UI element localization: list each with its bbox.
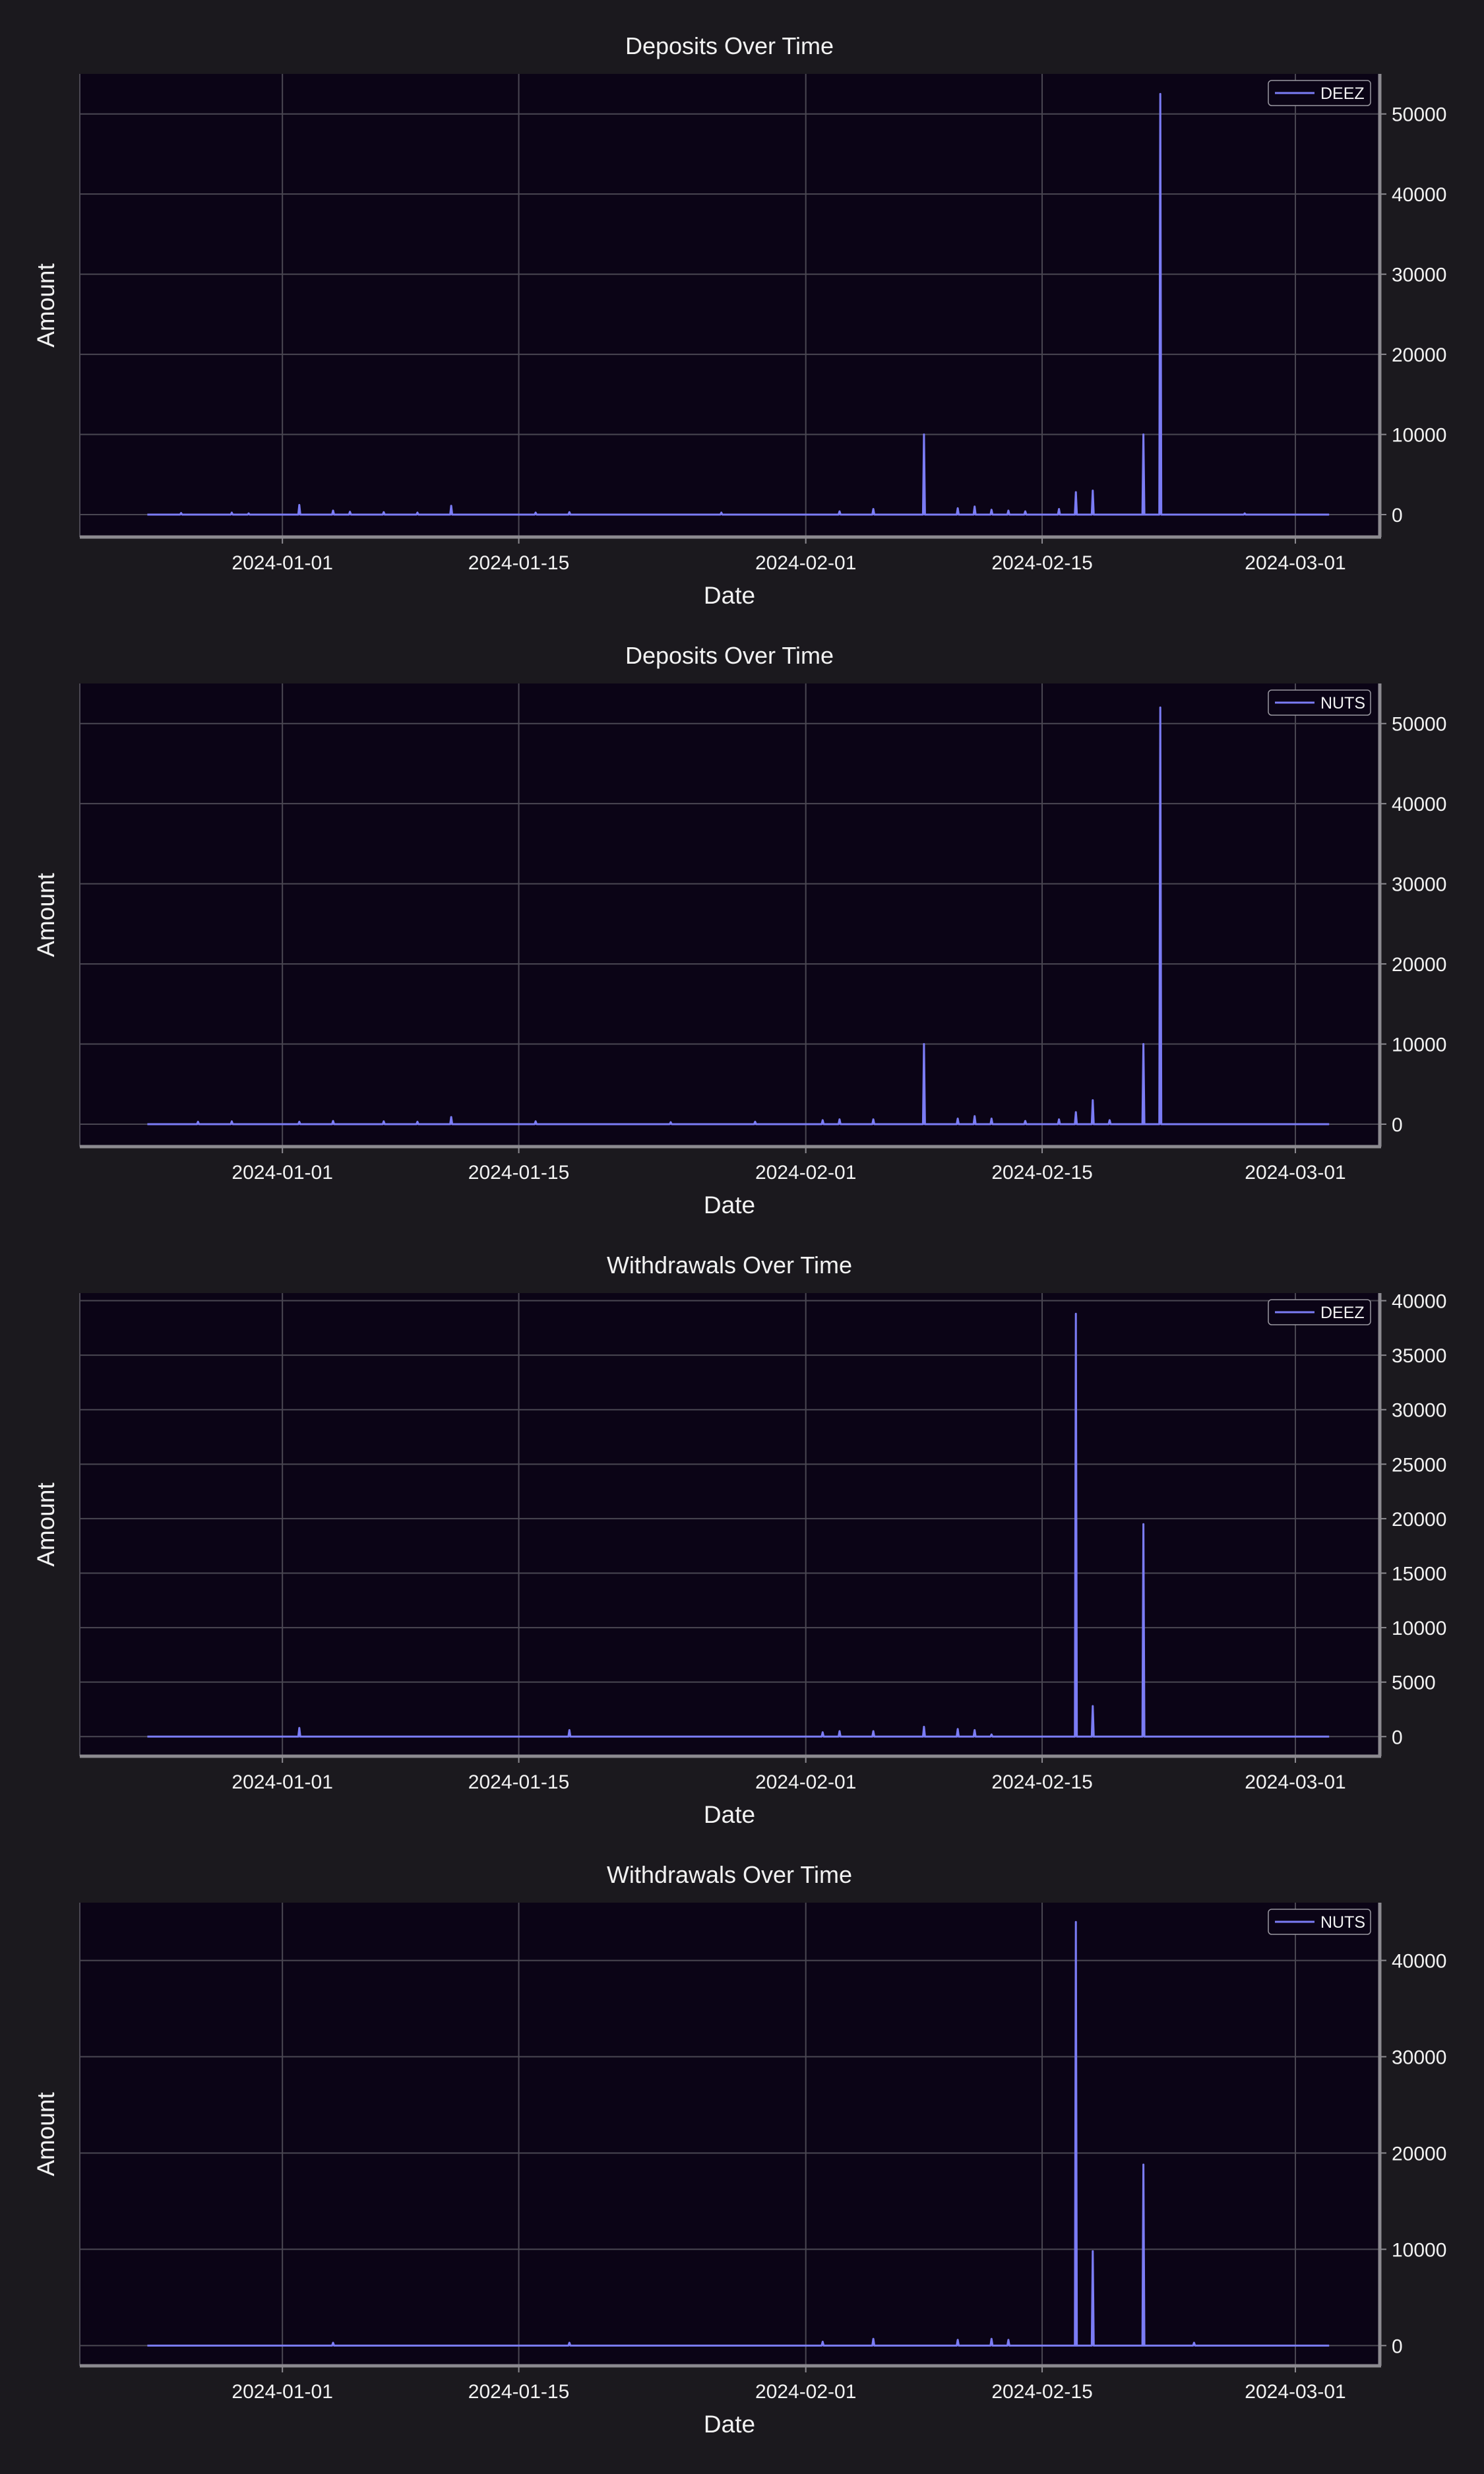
- x-tick-label: 2024-01-15: [468, 1162, 569, 1184]
- plot-area: [80, 1903, 1380, 2366]
- chart-title: Deposits Over Time: [625, 32, 834, 59]
- legend: NUTS: [1268, 1909, 1371, 1935]
- legend-box: [1268, 1299, 1371, 1325]
- legend-box: [1268, 80, 1371, 106]
- y-tick-label: 0: [1392, 505, 1403, 526]
- x-tick-label: 2024-01-01: [232, 552, 332, 574]
- plot-area: [80, 1293, 1380, 1756]
- y-tick-label: 30000: [1392, 874, 1446, 896]
- legend-label: NUTS: [1320, 694, 1365, 713]
- legend: DEEZ: [1268, 80, 1371, 106]
- y-tick-label: 10000: [1392, 1618, 1446, 1639]
- x-tick-label: 2024-02-01: [755, 552, 856, 574]
- x-tick-label: 2024-03-01: [1245, 2381, 1345, 2403]
- chart-panels: 2024-01-01 2024-01-15 2024-02-01 2024-02-15…: [32, 32, 1446, 2438]
- y-tick-label: 50000: [1392, 104, 1446, 126]
- plot-area: [80, 74, 1380, 537]
- y-tick-label: 25000: [1392, 1454, 1446, 1476]
- chart-title: Withdrawals Over Time: [607, 1252, 852, 1279]
- y-tick-label: 40000: [1392, 794, 1446, 815]
- x-axis-label: Date: [704, 1191, 755, 1219]
- y-axis-label: Amount: [32, 263, 59, 348]
- x-tick-label: 2024-03-01: [1245, 552, 1345, 574]
- y-tick-label: 20000: [1392, 2143, 1446, 2165]
- legend-box: [1268, 689, 1371, 716]
- series-line-nuts: [147, 706, 1330, 1126]
- chart-panel-4: 2024-01-01 2024-01-15 2024-02-01 2024-02-15…: [32, 1861, 1446, 2438]
- series-line-deez: [147, 1312, 1330, 1738]
- x-tick-label: 2024-02-15: [991, 1162, 1092, 1184]
- x-tick-label: 2024-02-15: [991, 2381, 1092, 2403]
- x-tick-label: 2024-02-01: [755, 1771, 856, 1793]
- y-tick-label: 0: [1392, 1727, 1403, 1748]
- y-axis-label: Amount: [32, 1482, 59, 1567]
- x-tick-label: 2024-01-01: [232, 1162, 332, 1184]
- y-tick-label: 10000: [1392, 2239, 1446, 2261]
- x-tick-label: 2024-02-15: [991, 1771, 1092, 1793]
- y-axis-label: Amount: [32, 2092, 59, 2176]
- x-tick-label: 2024-03-01: [1245, 1162, 1345, 1184]
- x-tick-label: 2024-02-01: [755, 1162, 856, 1184]
- x-tick-label: 2024-01-15: [468, 2381, 569, 2403]
- y-tick-label: 10000: [1392, 425, 1446, 447]
- x-axis-label: Date: [704, 2411, 755, 2438]
- y-axis-label: Amount: [32, 873, 59, 957]
- y-tick-label: 30000: [1392, 1400, 1446, 1422]
- y-tick-label: 5000: [1392, 1672, 1436, 1694]
- y-tick-label: 20000: [1392, 1509, 1446, 1531]
- chart-panel-3: 2024-01-01 2024-01-15 2024-02-01 2024-02-15…: [32, 1252, 1446, 1828]
- x-tick-label: 2024-03-01: [1245, 1771, 1345, 1793]
- x-tick-label: 2024-01-01: [232, 2381, 332, 2403]
- chart-title: Deposits Over Time: [625, 642, 834, 669]
- y-tick-label: 30000: [1392, 2047, 1446, 2069]
- chart-panel-1: 2024-01-01 2024-01-15 2024-02-01 2024-02-15…: [32, 32, 1446, 609]
- legend-label: NUTS: [1320, 1913, 1365, 1932]
- y-tick-label: 30000: [1392, 265, 1446, 286]
- y-tick-label: 0: [1392, 2335, 1403, 2357]
- x-axis-label: Date: [704, 582, 755, 609]
- legend: DEEZ: [1268, 1299, 1371, 1325]
- x-tick-label: 2024-01-15: [468, 552, 569, 574]
- chart-title: Withdrawals Over Time: [607, 1861, 852, 1888]
- y-tick-label: 20000: [1392, 954, 1446, 976]
- x-tick-label: 2024-01-01: [232, 1771, 332, 1793]
- x-tick-label: 2024-02-15: [991, 552, 1092, 574]
- y-tick-label: 40000: [1392, 184, 1446, 206]
- chart-panel-2: 2024-01-01 2024-01-15 2024-02-01 2024-02-15…: [32, 642, 1446, 1219]
- x-axis-label: Date: [704, 1801, 755, 1828]
- series-line-deez: [147, 92, 1330, 516]
- y-tick-label: 0: [1392, 1114, 1403, 1136]
- y-tick-label: 40000: [1392, 1291, 1446, 1313]
- y-tick-label: 10000: [1392, 1034, 1446, 1056]
- legend: NUTS: [1268, 689, 1371, 716]
- y-tick-label: 35000: [1392, 1345, 1446, 1367]
- legend-label: DEEZ: [1320, 1304, 1365, 1322]
- legend-box: [1268, 1909, 1371, 1935]
- legend-label: DEEZ: [1320, 84, 1365, 103]
- y-tick-label: 20000: [1392, 344, 1446, 366]
- y-tick-label: 15000: [1392, 1564, 1446, 1585]
- x-tick-label: 2024-01-15: [468, 1771, 569, 1793]
- plot-area: [80, 683, 1380, 1147]
- series-line-nuts: [147, 1920, 1330, 2347]
- x-tick-label: 2024-02-01: [755, 2381, 856, 2403]
- y-tick-label: 40000: [1392, 1951, 1446, 1973]
- y-tick-label: 50000: [1392, 714, 1446, 736]
